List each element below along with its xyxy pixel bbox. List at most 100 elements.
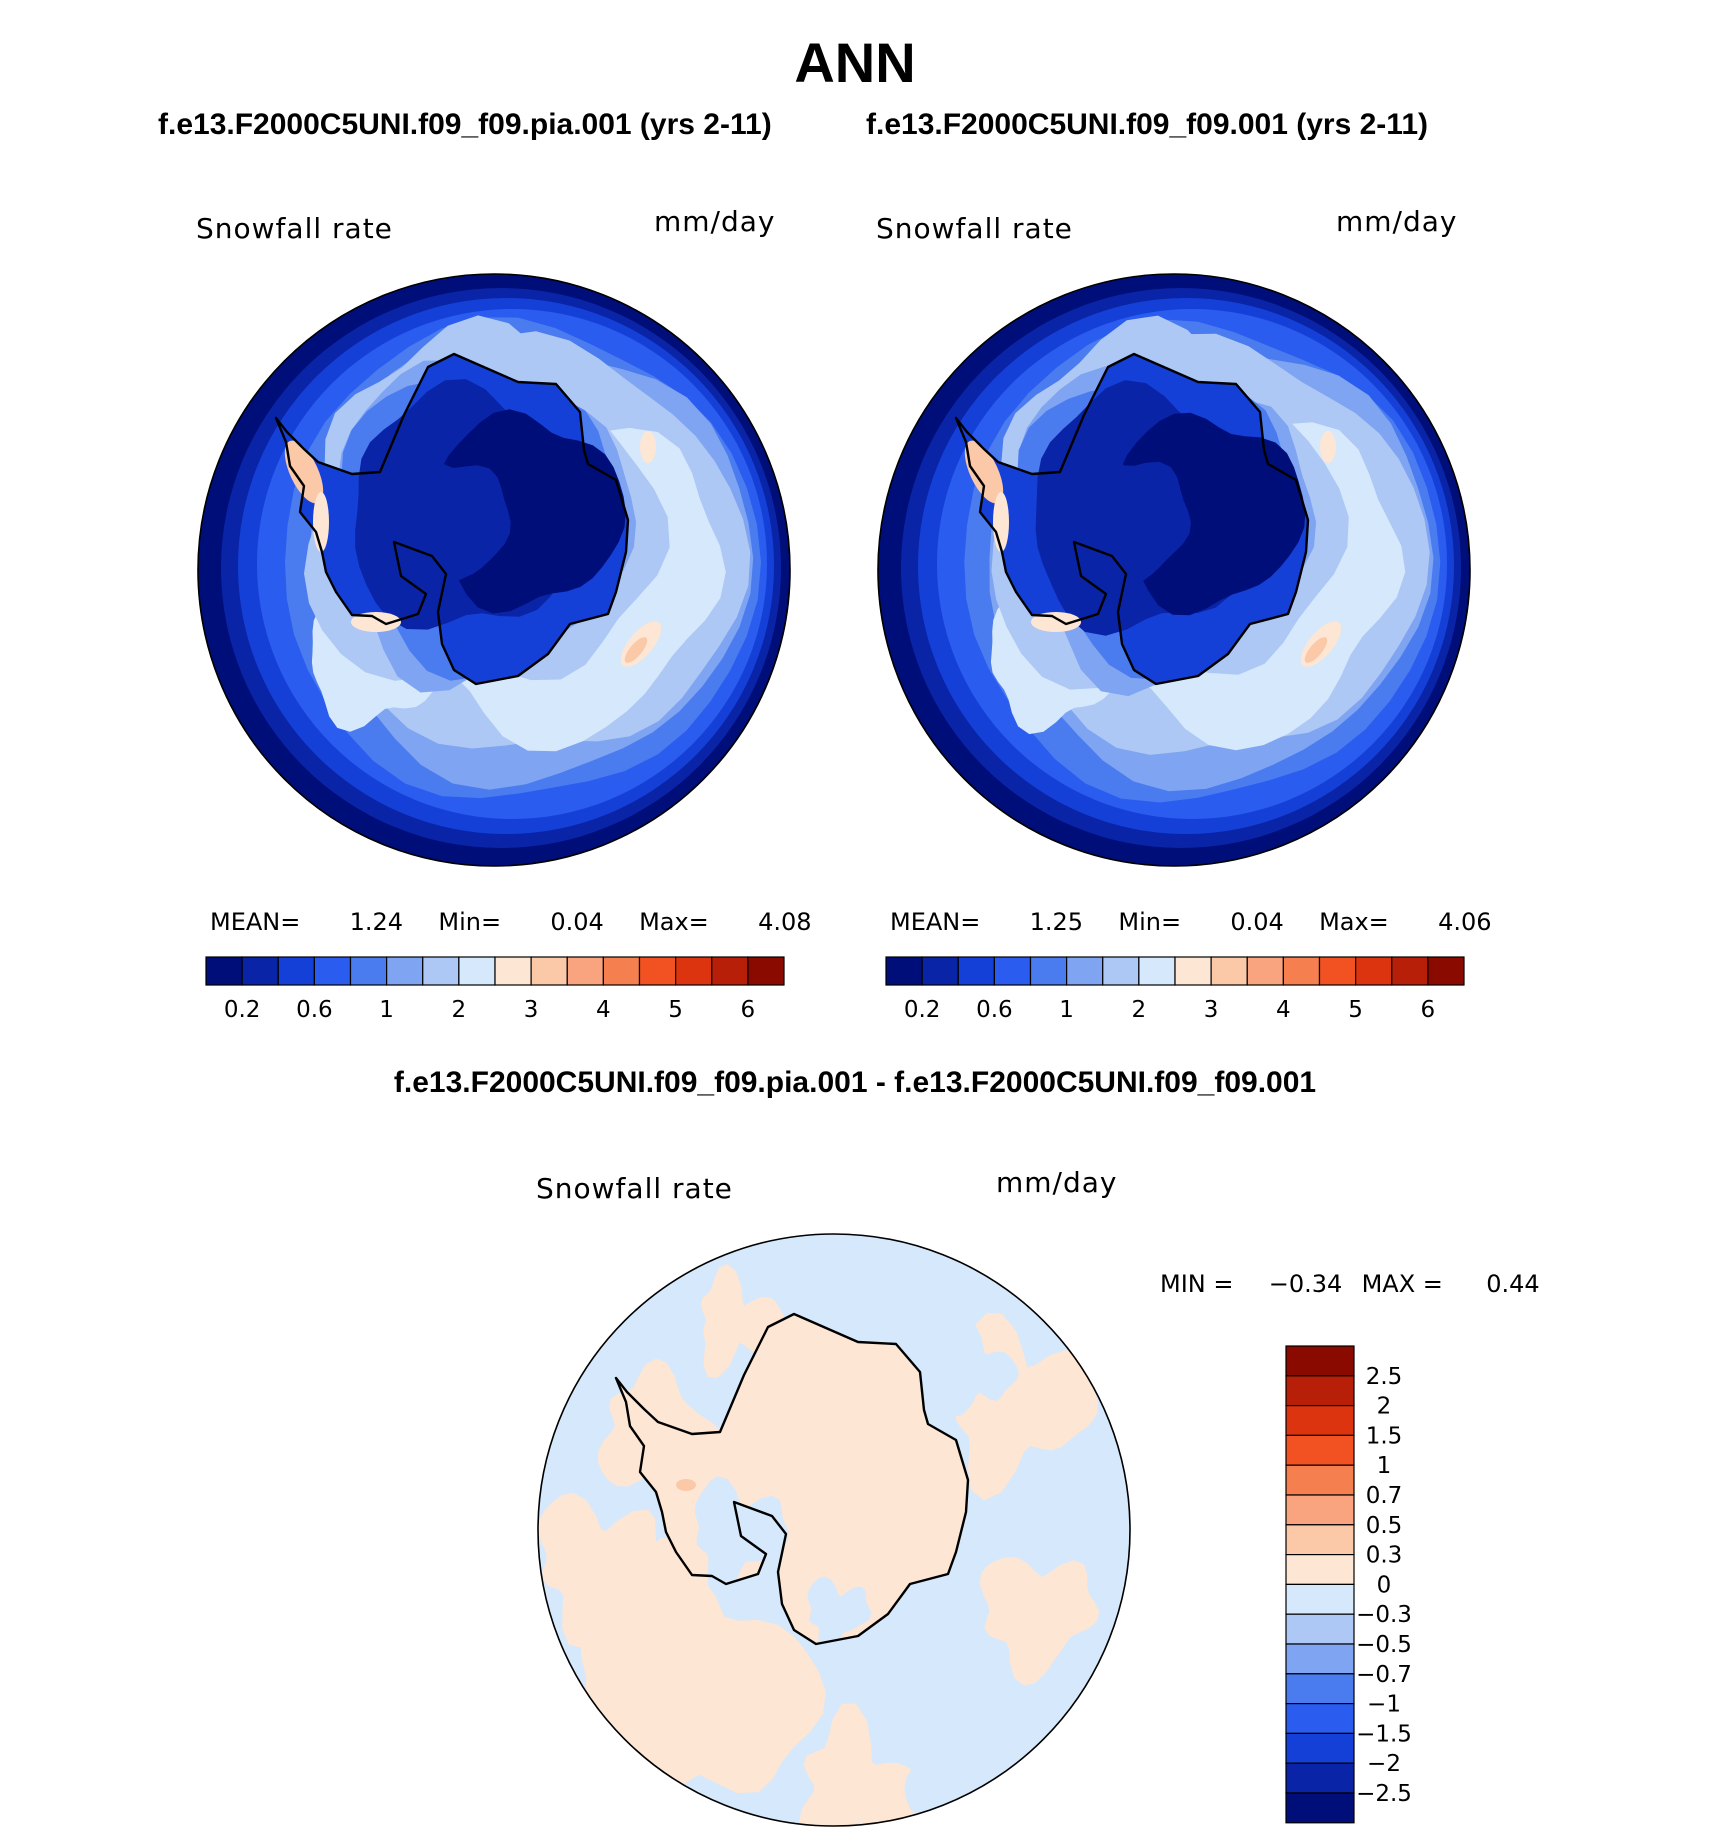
colorbar-label: 1 xyxy=(1377,1453,1392,1479)
map-boundary xyxy=(537,1233,1131,1827)
right-stats: MEAN= 1.25 Min= 0.04 Max= 4.06 xyxy=(890,908,1492,936)
colorbar-label: −0.3 xyxy=(1356,1602,1412,1628)
field-layer xyxy=(878,274,1470,866)
colorbar-label: 1.5 xyxy=(1366,1423,1403,1449)
colorbar-label: 5 xyxy=(1348,997,1363,1020)
map-boundary xyxy=(197,273,791,867)
colorbar-box xyxy=(1285,1792,1355,1824)
colorbar-label: 1 xyxy=(1059,997,1074,1020)
colorbar-box xyxy=(1285,1524,1355,1556)
diff-units-label: mm/day xyxy=(996,1166,1118,1199)
right-units-label: mm/day xyxy=(1336,205,1458,238)
colorbar-box xyxy=(1285,1703,1355,1735)
colorbar-box xyxy=(1210,956,1248,986)
colorbar-box xyxy=(1285,1494,1355,1526)
colorbar-box xyxy=(1066,956,1104,986)
colorbar-box xyxy=(675,956,713,986)
colorbar-box xyxy=(422,956,460,986)
peninsula-warm-1 xyxy=(964,440,1004,504)
left-variable-label: Snowfall rate xyxy=(196,212,393,245)
diff-min-value: −0.34 xyxy=(1268,1270,1343,1298)
colorbar-label: 0.2 xyxy=(904,997,941,1020)
positive-south xyxy=(799,1703,934,1826)
colorbar-box xyxy=(458,956,496,986)
colorbar-box xyxy=(1285,1762,1355,1794)
difference-colorbar: 2.5 2 1.5 1 0.7 0.5 0.3 0 −0.3 −0.5 −0.7 −1 −1.5 −2 −2… xyxy=(1285,1345,1412,1824)
colorbar-box xyxy=(711,956,749,986)
colorbar-box xyxy=(241,956,279,986)
right-colorbar: 0.2 0.6 1 2 3 4 5 6 xyxy=(885,956,1465,1020)
right-mean-value: 1.25 xyxy=(1029,908,1084,936)
colorbar-box xyxy=(494,956,532,986)
colorbar-box xyxy=(602,956,641,986)
colorbar-label: −0.5 xyxy=(1356,1632,1412,1658)
continent-positive xyxy=(616,1314,968,1644)
colorbar-box xyxy=(921,956,959,986)
colorbar-label: 2 xyxy=(452,997,467,1020)
colorbar-label: 0.2 xyxy=(224,997,261,1020)
colorbar-box xyxy=(205,956,243,986)
coast-warm-east-2 xyxy=(1304,637,1328,663)
colorbar-label: 1 xyxy=(379,997,394,1020)
left-min-label: Min= xyxy=(438,908,502,936)
left-stats: MEAN= 1.24 Min= 0.04 Max= 4.08 xyxy=(210,908,812,936)
right-case-title: f.e13.F2000C5UNI.f09_f09.001 (yrs 2-11) xyxy=(866,108,1429,141)
diff-stats: MIN = −0.34 MAX = 0.44 xyxy=(1160,1270,1540,1298)
continent-west xyxy=(369,448,511,603)
colorbar-label: 0 xyxy=(1377,1572,1392,1598)
right-min-label: Min= xyxy=(1118,908,1182,936)
colorbar-box xyxy=(1282,956,1321,986)
negative-patch-3 xyxy=(945,1323,1019,1417)
colorbar-label: 0.6 xyxy=(296,997,333,1020)
right-mean-label: MEAN= xyxy=(890,908,981,936)
colorbar-box xyxy=(530,956,568,986)
colorbar-box xyxy=(1285,1732,1355,1764)
colorbar-box xyxy=(885,956,923,986)
colorbar-box xyxy=(566,956,604,986)
coast-warm-east-3 xyxy=(640,431,656,463)
colorbar-box xyxy=(1285,1613,1355,1645)
field-layer xyxy=(538,1234,1130,1826)
colorbar-box xyxy=(313,956,352,986)
colorbar-label: −2 xyxy=(1367,1751,1401,1777)
field-layer xyxy=(198,274,790,866)
colorbar-box xyxy=(1246,956,1284,986)
colorbar-box xyxy=(386,956,424,986)
left-max-value: 4.08 xyxy=(758,908,812,936)
colorbar-label: −1 xyxy=(1367,1692,1401,1718)
colorbar-label: −1.5 xyxy=(1356,1721,1412,1747)
left-snowfall-map xyxy=(197,273,791,867)
peninsula-warm-1 xyxy=(284,440,324,504)
colorbar-label: 6 xyxy=(1421,997,1436,1020)
colorbar-box xyxy=(1138,956,1176,986)
colorbar-box xyxy=(277,956,315,986)
colorbar-label: −2.5 xyxy=(1356,1781,1412,1807)
left-mean-label: MEAN= xyxy=(210,908,301,936)
difference-snowfall-map xyxy=(537,1233,1131,1827)
left-max-label: Max= xyxy=(639,908,709,936)
peninsula-warm-2 xyxy=(313,492,329,552)
coast-warm-east-2 xyxy=(624,637,648,663)
colorbar-label: 3 xyxy=(524,997,539,1020)
colorbar-box xyxy=(1285,1643,1355,1675)
colorbar-box xyxy=(1285,1345,1355,1377)
left-units-label: mm/day xyxy=(654,205,776,238)
peninsula-warm-2 xyxy=(993,492,1009,552)
right-max-label: Max= xyxy=(1319,908,1389,936)
colorbar-box xyxy=(1427,956,1465,986)
right-snowfall-map xyxy=(877,273,1471,867)
coast-warm-east-3 xyxy=(1320,431,1336,463)
left-mean-value: 1.24 xyxy=(349,908,404,936)
colorbar-box xyxy=(1391,956,1429,986)
colorbar-box xyxy=(1174,956,1212,986)
colorbar-label: 6 xyxy=(741,997,756,1020)
coast-warm-amundsen xyxy=(1031,612,1081,632)
antarctica-coastline xyxy=(954,352,1310,686)
colorbar-box xyxy=(993,956,1032,986)
colorbar-label: 0.3 xyxy=(1366,1543,1403,1569)
colorbar-box xyxy=(1285,1464,1355,1496)
colorbar-box xyxy=(1355,956,1393,986)
colorbar-box xyxy=(1318,956,1357,986)
colorbar-box xyxy=(1285,1404,1355,1436)
colorbar-box xyxy=(1285,1375,1355,1407)
